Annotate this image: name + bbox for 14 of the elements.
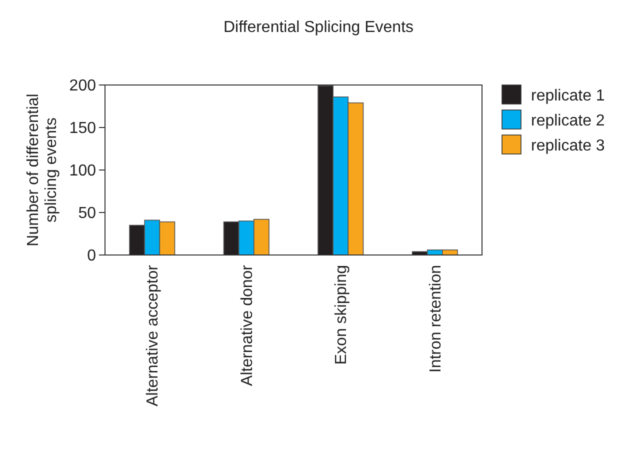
y-tick-label: 50: [78, 205, 96, 222]
x-tick-label: Exon skipping: [333, 265, 350, 365]
legend-label: replicate 1: [531, 88, 605, 105]
y-axis-title: Number of differential splicing events: [25, 94, 60, 246]
legend-label: replicate 2: [531, 112, 605, 130]
legend-label: replicate 3: [531, 138, 605, 155]
x-tick-label: Intron retention: [427, 265, 444, 373]
x-tick-label: Alternative acceptor: [144, 264, 162, 406]
chart-title: Differential Splicing Events: [223, 19, 414, 36]
y-tick-label: 150: [69, 120, 96, 138]
x-tick-label: Alternative donor: [238, 264, 256, 386]
y-tick-label: 100: [69, 162, 96, 180]
y-tick-label: 0: [87, 248, 96, 265]
y-tick-label: 200: [69, 78, 96, 95]
